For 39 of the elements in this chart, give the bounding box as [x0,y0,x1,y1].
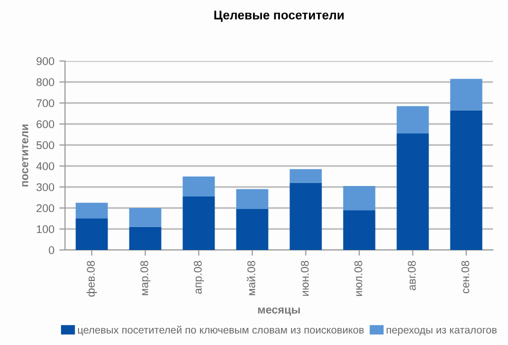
y-tick-label: 200 [36,204,54,212]
legend-label: переходы из каталогов [386,328,497,336]
y-tick-label: 500 [36,141,54,150]
x-tick-label: май.08 [246,260,256,296]
bar [182,196,215,250]
y-tick-label: 800 [36,78,54,86]
y-tick-label: 700 [36,99,54,108]
bar [129,226,162,250]
bar [76,218,108,250]
x-tick-label: июн.08 [300,260,309,296]
bar [396,133,429,250]
bar [129,208,162,227]
bar [76,202,108,218]
x-tick-label: июл.08 [354,260,362,296]
bar [236,209,268,250]
bar [290,169,322,183]
x-tick-label: апр.08 [194,260,204,294]
bar [396,106,429,134]
x-tick-label: мар.08 [140,260,150,296]
x-tick-label: авг.08 [408,260,416,290]
bar [343,186,376,210]
y-tick-label: 0 [48,246,54,254]
legend-label: целевых посетителей по ключевым словам из поисковиков [78,326,364,336]
y-tick-label: 400 [36,162,54,170]
bar [236,189,268,210]
bar [343,210,376,250]
chart-title: Целевые посетители [214,10,344,22]
x-tick-label: фев.08 [86,260,97,297]
bar [182,176,215,196]
bar [290,182,322,250]
y-tick-label: 100 [36,225,54,234]
y-tick-label: 900 [36,57,54,66]
x-axis-title: месяцы [258,307,300,316]
y-axis-title: посетители [22,124,28,186]
x-tick-label: сен.08 [461,260,470,294]
y-tick-label: 600 [36,120,54,128]
bar [450,78,482,110]
y-tick-label: 300 [36,183,54,192]
bar [450,110,482,250]
